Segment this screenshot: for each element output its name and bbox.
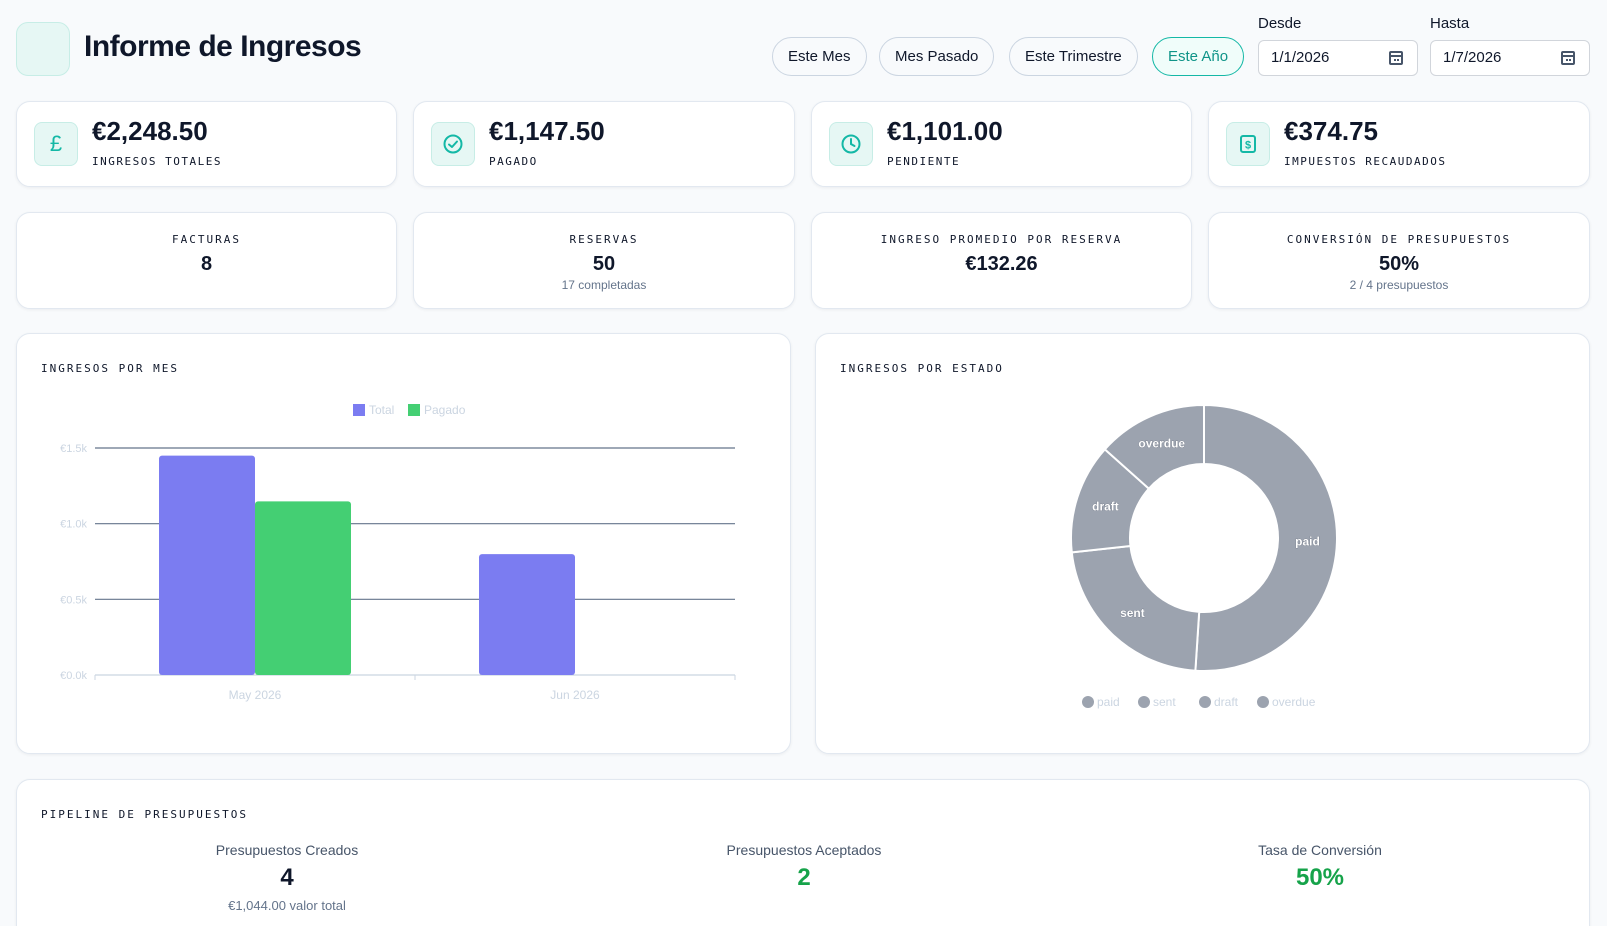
bar-chart: €0.0k €0.5k €1.0k €1.5k Total Pagado May 2026 J… [60,403,736,702]
to-date-input[interactable]: 1/7/2026 [1430,40,1590,76]
pound-icon: £ [34,122,78,166]
calendar-icon[interactable] [1561,51,1575,65]
x-tick-label: May 2026 [229,688,282,702]
legend-dot [1199,696,1211,708]
range-last-month-button[interactable]: Mes Pasado [879,37,995,76]
range-this-year-button[interactable]: Este Año [1152,37,1245,76]
pipeline-created-sub: €1,044.00 valor total [228,898,346,913]
legend-label: Total [369,403,394,417]
metric-label: INGRESO PROMEDIO POR RESERVA [880,233,1123,246]
clock-icon [829,122,873,166]
stat-label: IMPUESTOS RECAUDADOS [1284,155,1447,168]
stat-card-paid: €1,147.50 PAGADO [413,101,795,187]
calendar-icon[interactable] [1389,51,1403,65]
metric-value: €132.26 [965,253,1038,275]
metric-label: CONVERSIÓN DE PRESUPUESTOS [1286,233,1512,246]
stat-card-pending: €1,101.00 PENDIENTE [811,101,1192,187]
slice-label: paid [1295,534,1320,548]
pipeline-created: Presupuestos Creados 4 €1,044.00 valor t… [137,842,437,913]
chart-title: INGRESOS POR MES [41,362,179,375]
range-this-month-button[interactable]: Este Mes [772,37,867,76]
stat-label: INGRESOS TOTALES [92,155,222,168]
stat-card-total-revenue: £ €2,248.50 INGRESOS TOTALES [16,101,397,187]
pipeline-created-value: 4 [280,864,294,891]
logo [16,22,70,76]
slice-label: overdue [1138,437,1185,451]
page-title: Informe de Ingresos [84,30,362,63]
metric-card-quote-conversion: CONVERSIÓN DE PRESUPUESTOS 50% 2 / 4 pre… [1208,212,1590,309]
metric-label: FACTURAS [172,233,241,246]
quote-pipeline-card: PIPELINE DE PRESUPUESTOS Presupuestos Cr… [16,779,1590,926]
metric-card-avg-revenue: INGRESO PROMEDIO POR RESERVA €132.26 [811,212,1192,309]
pipeline-title: PIPELINE DE PRESUPUESTOS [41,808,248,821]
legend-swatch [408,404,420,416]
stat-label: PAGADO [489,155,538,168]
from-date-label: Desde [1258,15,1302,32]
slice-label: draft [1092,499,1119,513]
stat-value: €374.75 [1284,116,1378,146]
pipeline-rate-value: 50% [1295,864,1345,891]
pipeline-rate-label: Tasa de Conversión [1258,842,1382,858]
from-date-value: 1/1/2026 [1271,49,1330,66]
bar [159,455,255,675]
revenue-by-status-card: INGRESOS POR ESTADO paid sent draft overdue… [815,333,1590,754]
metric-value: 8 [200,253,213,275]
legend-label: paid [1097,695,1120,709]
legend-dot [1082,696,1094,708]
donut-chart: paid sent draft overdue paid sent draft overdue [1070,403,1339,709]
x-tick-label: Jun 2026 [550,688,600,702]
y-tick-label: €0.5k [60,594,87,606]
y-tick-label: €0.0k [60,670,87,682]
receipt-icon: $ [1226,122,1270,166]
donut-slice [1103,403,1205,491]
donut-slice [1194,403,1339,672]
range-this-quarter-button[interactable]: Este Trimestre [1009,37,1138,76]
legend-swatch [353,404,365,416]
bar [479,554,575,675]
metric-value: 50 [592,253,616,275]
stat-value: €1,101.00 [887,116,1003,146]
stat-card-taxes: $ €374.75 IMPUESTOS RECAUDADOS [1208,101,1590,187]
stat-label: PENDIENTE [887,155,961,168]
pipeline-created-label: Presupuestos Creados [215,842,359,858]
pipeline-rate: Tasa de Conversión 50% [1170,842,1470,892]
metric-card-invoices: FACTURAS 8 [16,212,397,309]
pipeline-accepted-label: Presupuestos Aceptados [726,842,882,858]
stat-value: €1,147.50 [489,116,605,146]
legend-dot [1138,696,1150,708]
metric-sub: 17 completadas [561,278,647,292]
bar [255,501,351,675]
to-date-value: 1/7/2026 [1443,49,1502,66]
pipeline-accepted-value: 2 [797,864,811,891]
y-tick-label: €1.5k [60,443,87,455]
page-header: Informe de Ingresos Este Mes Mes Pasado … [16,15,1591,86]
slice-label: sent [1120,606,1145,620]
metric-value: 50% [1378,253,1420,275]
from-date-input[interactable]: 1/1/2026 [1258,40,1418,76]
chart-title: INGRESOS POR ESTADO [840,362,1004,375]
stat-value: €2,248.50 [92,116,208,146]
legend-label: Pagado [424,403,466,417]
legend-label: overdue [1272,695,1316,709]
legend-label: sent [1153,695,1176,709]
legend-label: draft [1214,695,1239,709]
metric-label: RESERVAS [569,233,639,246]
metric-card-bookings: RESERVAS 50 17 completadas [413,212,795,309]
donut-slice [1070,544,1201,672]
svg-text:$: $ [1245,140,1251,152]
legend-dot [1257,696,1269,708]
y-tick-label: €1.0k [60,519,87,531]
pipeline-accepted: Presupuestos Aceptados 2 [654,842,954,892]
check-circle-icon [431,122,475,166]
to-date-label: Hasta [1430,15,1470,32]
revenue-by-month-card: INGRESOS POR MES €0.0k €0.5k €1.0k €1.5k Tot… [16,333,791,754]
metric-sub: 2 / 4 presupuestos [1349,278,1449,292]
